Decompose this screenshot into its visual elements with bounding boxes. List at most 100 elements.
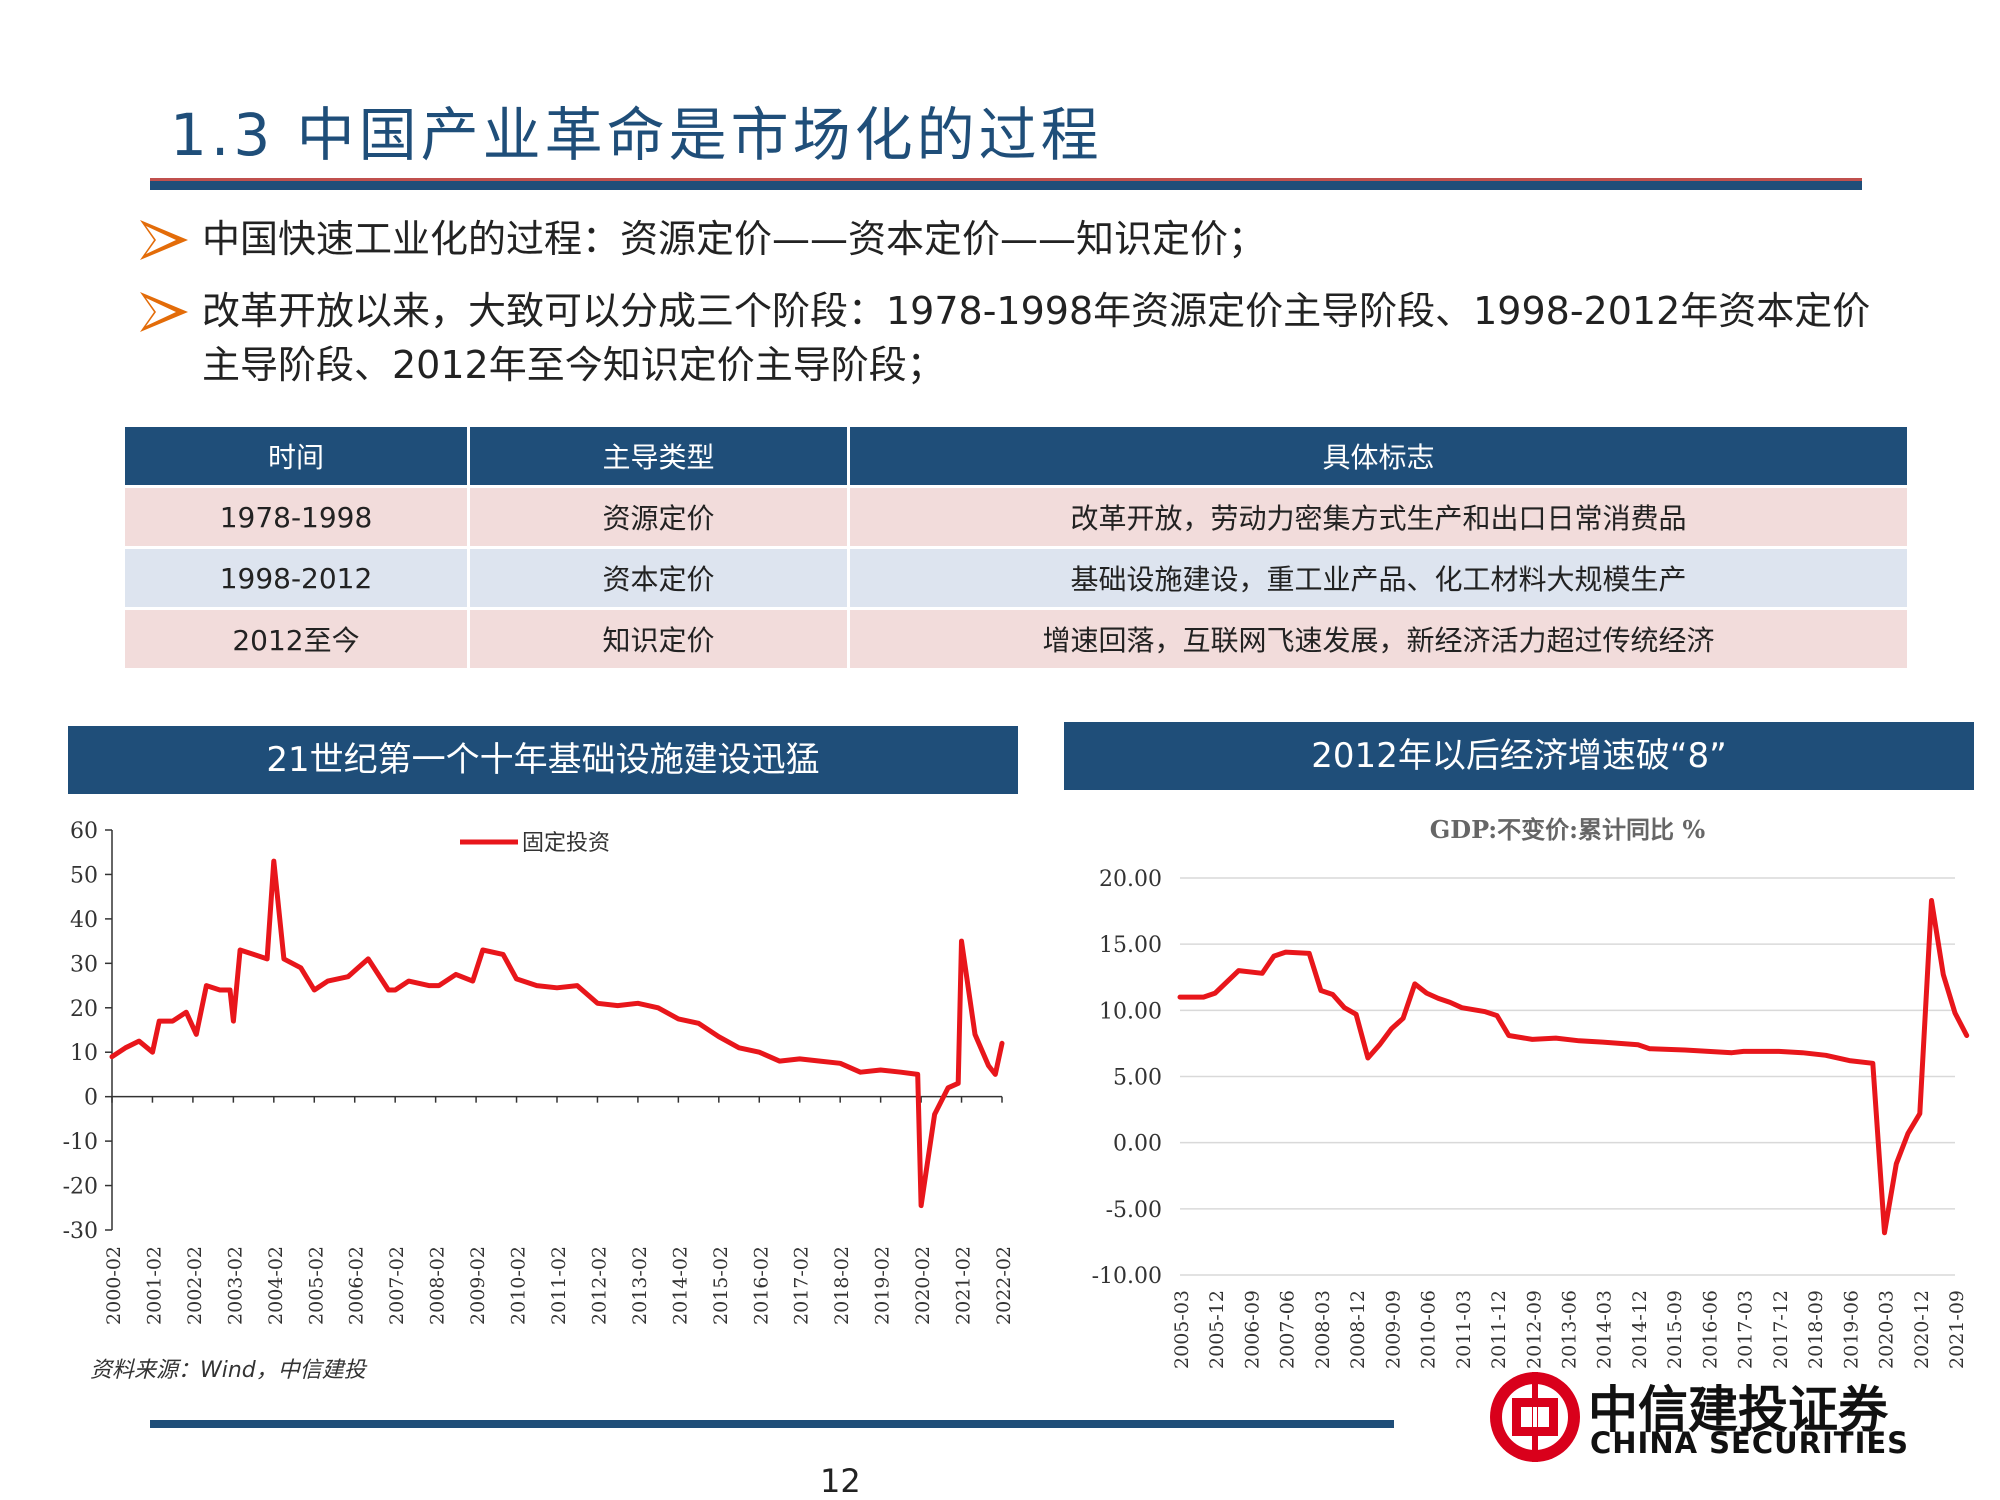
header-type: 主导类型 [470,427,847,485]
series-line [109,858,1005,1209]
logo-text-cn: 中信建投证券 [1588,1381,1888,1439]
cell-time: 1998-2012 [125,549,467,607]
x-tick-label: 2017-02 [791,1246,813,1325]
chart-title: GDP:不变价:累计同比 % [1430,815,1706,844]
x-tick-label: 2001-02 [143,1246,165,1325]
cell-type: 资源定价 [470,488,847,546]
y-tick-label: 20 [70,997,98,1022]
citic-logo-icon [1490,1372,1580,1462]
series-line [1177,898,1970,1236]
y-tick-label: -5.00 [1106,1198,1162,1223]
x-tick-label: 2009-09 [1382,1290,1404,1369]
page-number: 12 [820,1462,861,1500]
x-tick-label: 2014-03 [1594,1290,1616,1369]
x-tick-label: 2016-02 [750,1246,772,1325]
x-tick-label: 2011-02 [548,1246,570,1325]
x-tick-label: 2019-06 [1840,1290,1862,1369]
y-tick-label: -10.00 [1092,1264,1162,1289]
x-tick-label: 2011-03 [1453,1290,1475,1369]
x-tick-label: 2006-02 [346,1246,368,1325]
x-tick-label: 2013-06 [1559,1290,1581,1369]
y-tick-label: 50 [70,863,98,888]
y-tick-label: 10 [70,1041,98,1066]
x-tick-label: 2020-12 [1911,1290,1933,1369]
right-panel-title: 2012年以后经济增速破“8” [1064,722,1974,790]
cell-time: 1978-1998 [125,488,467,546]
orange-arrow-icon [140,292,188,332]
y-tick-label: 15.00 [1099,933,1162,958]
y-tick-label: 30 [70,952,98,977]
bullet-1-text: 中国快速工业化的过程：资源定价——资本定价——知识定价； [202,217,1267,261]
y-tick-label: 0.00 [1113,1132,1162,1157]
x-tick-label: 2012-02 [588,1246,610,1325]
x-tick-label: 2021-09 [1946,1290,1968,1369]
y-tick-label: 60 [70,819,98,844]
y-tick-label: -10 [63,1130,98,1155]
table-row: 1978-1998 资源定价 改革开放，劳动力密集方式生产和出口日常消费品 [125,488,1907,546]
legend-label: 固定投资 [522,831,610,856]
y-tick-label: 0 [84,1086,98,1111]
x-tick-label: 2014-12 [1629,1290,1651,1369]
gdp-growth-chart: GDP:不变价:累计同比 % 20.00 15.00 10.00 5.00 0.00 -5.… [1092,815,1970,1369]
x-tick-label: 2010-06 [1418,1290,1440,1369]
y-tick-label: 40 [70,908,98,933]
x-tick-label: 2010-02 [508,1246,530,1325]
bullet-1: 中国快速工业化的过程：资源定价——资本定价——知识定价； [140,212,1900,268]
x-tick-label: 2009-02 [467,1246,489,1325]
x-tick-label: 2011-12 [1488,1290,1510,1369]
bottom-rule [150,1420,1394,1428]
y-tick-label: -20 [63,1175,98,1200]
x-tick-label: 2008-02 [427,1246,449,1325]
y-tick-label: 10.00 [1099,999,1162,1024]
source-note: 资料来源：Wind，中信建投 [90,1358,366,1383]
cell-sign: 改革开放，劳动力密集方式生产和出口日常消费品 [850,488,1907,546]
y-tick-label: 5.00 [1113,1066,1162,1091]
x-tick-label: 2018-02 [831,1246,853,1325]
orange-arrow-icon [140,220,188,260]
y-tick-label: 20.00 [1099,867,1162,892]
x-tick-label: 2021-02 [953,1246,975,1325]
title-underline [150,178,1862,190]
pricing-stage-table: 时间 主导类型 具体标志 1978-1998 资源定价 改革开放，劳动力密集方式… [122,424,1910,671]
bullet-2: 改革开放以来，大致可以分成三个阶段：1978-1998年资源定价主导阶段、199… [140,284,1900,396]
cell-type: 知识定价 [470,610,847,668]
x-tick-label: 2014-02 [669,1246,691,1325]
x-tick-label: 2007-02 [386,1246,408,1325]
cell-time: 2012至今 [125,610,467,668]
x-tick-label: 2005-12 [1206,1290,1228,1369]
logo-text-en: CHINA SECURITIES [1590,1426,1910,1460]
x-tick-label: 2000-02 [103,1246,125,1325]
x-tick-label: 2016-06 [1699,1290,1721,1369]
bullet-2-text: 改革开放以来，大致可以分成三个阶段：1978-1998年资源定价主导阶段、199… [202,289,1871,387]
x-tick-label: 2015-09 [1664,1290,1686,1369]
x-tick-label: 2020-03 [1876,1290,1898,1369]
x-tick-label: 2008-12 [1347,1290,1369,1369]
slide-title: 1.3 中国产业革命是市场化的过程 [170,101,1103,169]
y-tick-label: -30 [63,1219,98,1244]
x-tick-label: 2013-02 [629,1246,651,1325]
x-tick-label: 2015-02 [710,1246,732,1325]
x-tick-label: 2005-03 [1171,1290,1193,1369]
x-tick-label: 2020-02 [912,1246,934,1325]
x-tick-label: 2003-02 [224,1246,246,1325]
table-row: 2012至今 知识定价 增速回落，互联网飞速发展，新经济活力超过传统经济 [125,610,1907,668]
x-tick-label: 2018-09 [1805,1290,1827,1369]
left-panel-title: 21世纪第一个十年基础设施建设迅猛 [68,726,1018,794]
x-tick-label: 2017-03 [1735,1290,1757,1369]
table-row: 1998-2012 资本定价 基础设施建设，重工业产品、化工材料大规模生产 [125,549,1907,607]
cell-type: 资本定价 [470,549,847,607]
header-time: 时间 [125,427,467,485]
x-tick-label: 2022-02 [993,1246,1015,1325]
cell-sign: 增速回落，互联网飞速发展，新经济活力超过传统经济 [850,610,1907,668]
x-tick-label: 2012-09 [1523,1290,1545,1369]
x-tick-label: 2008-03 [1312,1290,1334,1369]
x-tick-label: 2005-02 [305,1246,327,1325]
x-tick-label: 2004-02 [265,1246,287,1325]
x-tick-label: 2002-02 [184,1246,206,1325]
cell-sign: 基础设施建设，重工业产品、化工材料大规模生产 [850,549,1907,607]
table-header-row: 时间 主导类型 具体标志 [125,427,1907,485]
header-sign: 具体标志 [850,427,1907,485]
x-tick-label: 2006-09 [1241,1290,1263,1369]
x-tick-label: 2019-02 [872,1246,894,1325]
